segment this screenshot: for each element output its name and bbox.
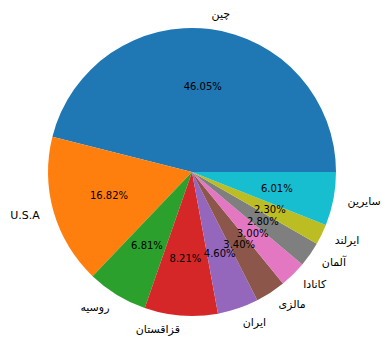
data-label: 4.60% (204, 248, 236, 259)
data-label: 2.80% (247, 216, 279, 227)
data-label: 8.21% (170, 253, 202, 264)
slices (48, 28, 336, 316)
category-label: آلمان (322, 255, 347, 269)
category-label: سایرین (348, 195, 381, 208)
pie: چین U.S.A روسیه قزاقستان ایران مالزی کانادا آلم… (10, 8, 381, 336)
category-label: ایرلند (335, 234, 360, 247)
chart: چین U.S.A روسیه قزاقستان ایران مالزی کانادا آلم… (0, 0, 387, 343)
labels: چین U.S.A روسیه قزاقستان ایران مالزی کانادا آلم… (10, 8, 381, 336)
category-label: قزاقستان (136, 323, 180, 336)
data-label: 3.00% (237, 228, 269, 239)
data-label: 3.40% (223, 239, 255, 250)
category-label: چین (212, 8, 231, 21)
data-label: 6.01% (261, 183, 293, 194)
data-label: 2.30% (254, 204, 286, 215)
data-label: 6.81% (131, 240, 163, 251)
category-label: U.S.A (10, 209, 40, 222)
category-label: مالزی (278, 298, 305, 311)
data-label: 16.82% (90, 190, 128, 201)
data-label: 46.05% (184, 81, 222, 92)
category-label: ایران (243, 316, 266, 329)
category-label: روسیه (80, 301, 109, 314)
category-label: کانادا (303, 278, 327, 291)
